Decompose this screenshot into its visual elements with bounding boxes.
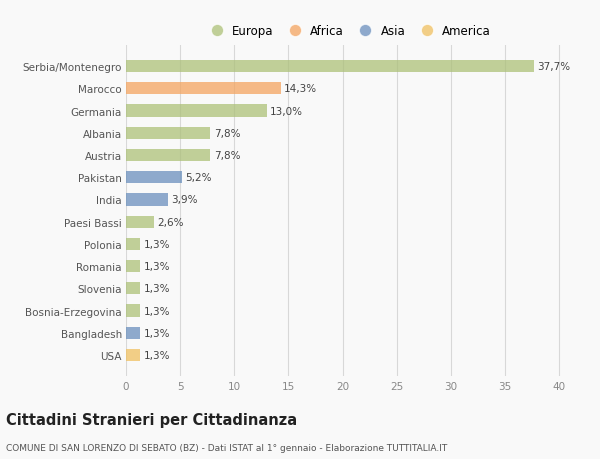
Text: Cittadini Stranieri per Cittadinanza: Cittadini Stranieri per Cittadinanza [6, 413, 297, 428]
Text: 1,3%: 1,3% [143, 284, 170, 294]
Bar [126, 327, 140, 339]
Text: 14,3%: 14,3% [284, 84, 317, 94]
Text: 7,8%: 7,8% [214, 151, 240, 161]
Bar [126, 83, 281, 95]
Bar [126, 349, 140, 361]
Bar [126, 172, 182, 184]
Bar [126, 260, 140, 273]
Bar [126, 283, 140, 295]
Bar [126, 150, 211, 162]
Text: 1,3%: 1,3% [143, 262, 170, 272]
Text: 7,8%: 7,8% [214, 129, 240, 139]
Text: 37,7%: 37,7% [538, 62, 571, 72]
Bar [126, 305, 140, 317]
Bar [126, 61, 534, 73]
Text: COMUNE DI SAN LORENZO DI SEBATO (BZ) - Dati ISTAT al 1° gennaio - Elaborazione T: COMUNE DI SAN LORENZO DI SEBATO (BZ) - D… [6, 443, 447, 452]
Text: 1,3%: 1,3% [143, 350, 170, 360]
Text: 3,9%: 3,9% [172, 195, 198, 205]
Text: 1,3%: 1,3% [143, 306, 170, 316]
Bar [126, 238, 140, 251]
Bar [126, 105, 267, 118]
Bar [126, 216, 154, 228]
Legend: Europa, Africa, Asia, America: Europa, Africa, Asia, America [205, 25, 491, 38]
Bar [126, 194, 168, 206]
Text: 13,0%: 13,0% [270, 106, 303, 116]
Text: 5,2%: 5,2% [185, 173, 212, 183]
Text: 2,6%: 2,6% [157, 217, 184, 227]
Bar [126, 128, 211, 140]
Text: 1,3%: 1,3% [143, 240, 170, 249]
Text: 1,3%: 1,3% [143, 328, 170, 338]
